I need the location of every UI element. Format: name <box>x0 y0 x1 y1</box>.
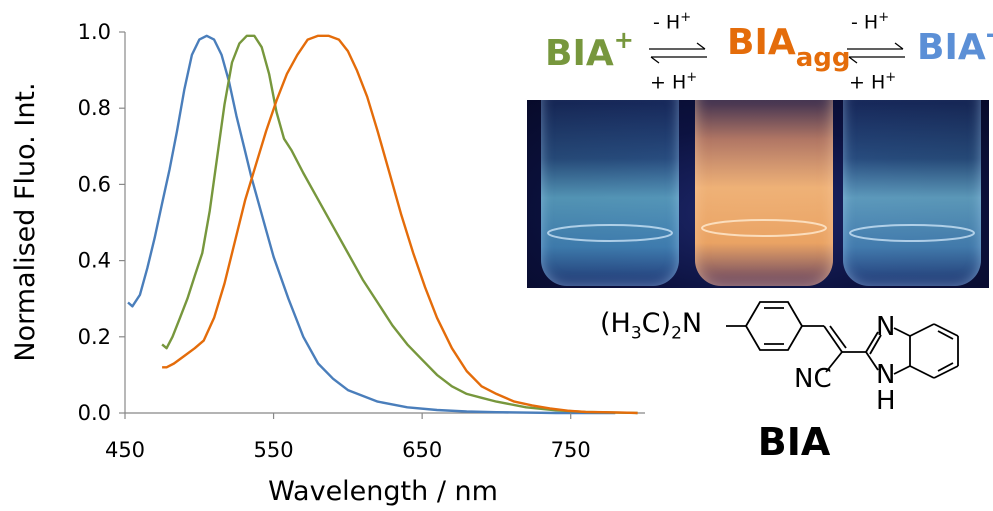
species-anion-label: BIA <box>917 27 986 68</box>
y-tick-label: 1.0 <box>78 20 111 44</box>
y-tick-label: 0.4 <box>78 249 111 273</box>
species-anion: BIA- <box>917 20 993 68</box>
equilibrium-arrow-2 <box>847 42 905 64</box>
reaction-scheme: BIA+ BIAagg BIA- - H+ + H+ - H+ + H+ <box>545 8 993 100</box>
structure-drawing <box>726 301 959 379</box>
imidazole-nh: N <box>876 360 896 390</box>
x-tick-label: 450 <box>105 438 145 462</box>
arrow2-bottom-label: + H+ <box>849 70 897 94</box>
series-line-3 <box>162 34 638 415</box>
species-agg: BIAagg <box>727 22 850 73</box>
arrow1-top-label: - H+ <box>653 10 692 34</box>
imidazole-h: H <box>876 386 896 416</box>
arrow1-bottom-label: + H+ <box>650 70 698 94</box>
arrow2-top-label: - H+ <box>851 10 890 34</box>
y-tick-label: 0.6 <box>78 172 111 196</box>
species-agg-subscript: agg <box>795 43 851 74</box>
bia-structure: (H3C)2N NC N N H BIA <box>598 288 990 488</box>
y-axis-title: Normalised Fluo. Int. <box>10 82 41 361</box>
x-axis-title: Wavelength / nm <box>268 476 498 507</box>
x-tick-label: 550 <box>254 438 294 462</box>
nitrile-group: NC <box>794 364 832 394</box>
series-layer <box>127 34 638 415</box>
series-line-2 <box>161 34 638 415</box>
y-tick-label: 0.2 <box>78 325 111 349</box>
vial-anion <box>843 100 981 286</box>
vial-cation <box>541 100 679 286</box>
species-cation: BIA+ <box>545 26 634 74</box>
imidazole-n: N <box>876 312 896 342</box>
molecule-name: BIA <box>757 420 831 464</box>
y-tick-label: 0.0 <box>78 401 111 425</box>
species-cation-charge: + <box>613 26 634 54</box>
species-anion-charge: - <box>986 20 993 48</box>
vial-agg <box>695 100 833 286</box>
x-tick-label: 650 <box>402 438 442 462</box>
y-tick-label: 0.8 <box>78 96 111 120</box>
species-agg-label: BIA <box>727 22 796 63</box>
x-tick-label: 750 <box>551 438 591 462</box>
species-cation-label: BIA <box>545 33 614 74</box>
tick-layer: 0.0 0.2 0.4 0.6 0.8 1.0 450 550 650 750 <box>78 20 591 462</box>
vial-meniscus-lines <box>547 219 975 242</box>
amine-group: (H3C)2N <box>600 308 703 344</box>
vials-photo <box>527 100 989 288</box>
equilibrium-arrow-1 <box>649 42 707 64</box>
